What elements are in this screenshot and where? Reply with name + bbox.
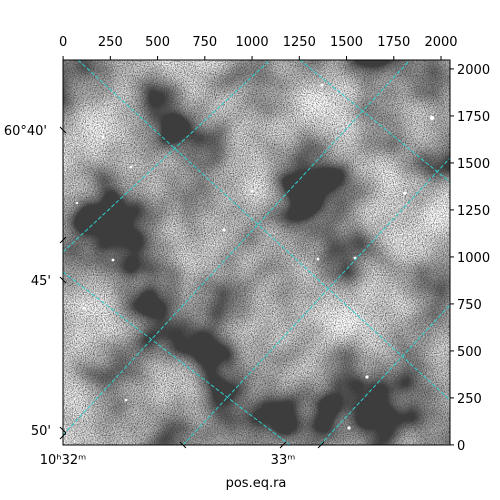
x-tick-label: 750	[192, 35, 217, 50]
wcs-ticks	[59, 126, 325, 449]
x-tick-label: 1500	[330, 35, 363, 50]
sky-image	[63, 60, 450, 445]
grid-line	[319, 304, 450, 445]
x-tick-label: 1250	[283, 35, 316, 50]
grid-line	[63, 60, 411, 436]
y-tick-label: 250	[457, 392, 482, 407]
y-tick-label: 500	[457, 345, 482, 360]
grid-line	[63, 60, 271, 253]
y-tick-label: 1750	[457, 110, 490, 125]
x-tick-label: 250	[98, 35, 123, 50]
x-tick-label: 2000	[424, 35, 457, 50]
x-tick-label: 500	[145, 35, 170, 50]
wcs-y-tick-label: 50'	[31, 424, 51, 439]
x-tick-label: 0	[59, 35, 67, 50]
grid-line	[299, 60, 450, 183]
x-axis-label: pos.eq.ra	[226, 476, 287, 491]
wcs-y-tick-label: 60°40'	[4, 124, 47, 139]
y-tick-label: 1500	[457, 157, 490, 172]
wcs-y-tick-label: 45'	[31, 274, 51, 289]
stars	[75, 83, 435, 430]
y-tick-label: 750	[457, 298, 482, 313]
x-tick-label: 1000	[236, 35, 269, 50]
grid-line	[182, 157, 450, 445]
grid-line	[63, 271, 291, 445]
plot-frame	[62, 59, 451, 446]
wcs-x-tick-label: 33ᵐ	[271, 453, 296, 468]
x-tick-label: 1750	[377, 35, 410, 50]
coordinate-grid	[63, 60, 450, 445]
y-tick-label: 1000	[457, 251, 490, 266]
y-tick-label: 1250	[457, 204, 490, 219]
y-tick-label: 0	[457, 439, 465, 454]
wcs-x-tick-label: 10ʰ32ᵐ	[40, 453, 86, 468]
y-tick-label: 2000	[457, 63, 490, 78]
